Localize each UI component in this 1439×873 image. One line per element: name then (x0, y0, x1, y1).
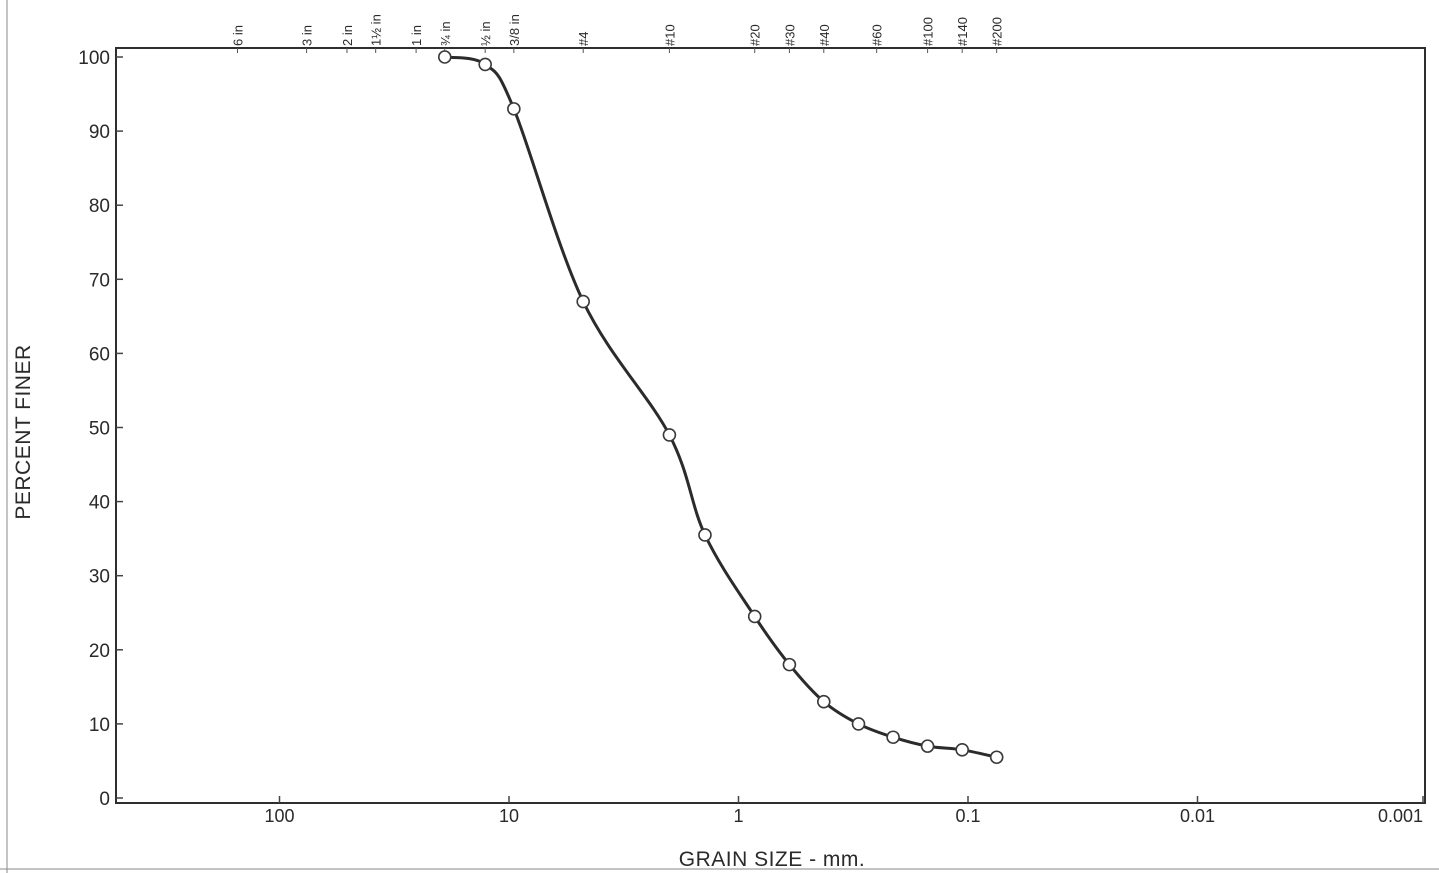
data-point (886, 730, 900, 745)
data-point (478, 57, 492, 72)
sieve-size-labels: 6 in 3 in 2 in 1½ in 1 in ¾ in ½ in 3/8 in #4 #10… (231, 14, 1005, 53)
x-tick-label: 0.001 (1378, 806, 1423, 826)
sieve-label: #60 (870, 24, 885, 46)
sieve-label: #10 (662, 24, 677, 46)
y-tick-label: 10 (89, 715, 110, 736)
x-tick-label: 0.01 (1180, 806, 1215, 826)
sieve-label: 1 in (409, 25, 424, 46)
sieve-label: 2 in (340, 25, 355, 46)
y-tick-label: 70 (89, 270, 110, 291)
sieve-label: #4 (576, 32, 591, 46)
sieve-label: #100 (921, 17, 936, 46)
y-tick-label: 0 (99, 789, 110, 810)
data-point (437, 50, 452, 64)
data-point (782, 657, 797, 672)
x-tick-label: 10 (499, 806, 519, 826)
data-point (955, 743, 969, 757)
x-tick-label: 100 (264, 806, 294, 826)
gradation-curve (443, 55, 999, 759)
sieve-label: 3/8 in (507, 14, 522, 46)
sieve-label: ¾ in (438, 21, 453, 46)
data-point (698, 528, 712, 542)
data-point (851, 717, 866, 731)
x-axis-title: GRAIN SIZE - mm. (679, 848, 866, 871)
sieve-label: #40 (817, 24, 832, 46)
y-axis-ticks: 0 10 20 30 40 50 60 70 80 90 100 (78, 48, 123, 810)
data-point (747, 609, 762, 624)
data-point (989, 750, 1004, 765)
sieve-label: #140 (955, 17, 970, 46)
data-point (920, 739, 935, 753)
sieve-label: 1½ in (369, 14, 384, 46)
y-tick-label: 60 (89, 344, 110, 365)
y-tick-label: 40 (89, 493, 110, 514)
sieve-label: #20 (748, 24, 763, 46)
y-tick-label: 50 (89, 419, 110, 440)
x-tick-label: 0.1 (955, 806, 980, 826)
data-point (576, 294, 590, 309)
y-tick-label: 100 (78, 48, 110, 69)
sieve-label: 3 in (300, 25, 315, 46)
x-tick-label: 1 (733, 806, 743, 826)
sieve-label: ½ in (478, 21, 493, 46)
data-point (507, 102, 521, 116)
data-point (662, 428, 677, 442)
plot-area (115, 47, 1426, 804)
y-axis-title: PERCENT FINER (12, 344, 35, 519)
x-axis-ticks: 100 10 1 0.1 0.01 0.001 (264, 796, 1424, 826)
y-tick-label: 20 (89, 641, 110, 662)
y-tick-label: 90 (89, 122, 110, 143)
y-tick-label: 80 (89, 196, 110, 217)
data-points (437, 50, 1004, 765)
sieve-label: #30 (782, 24, 797, 46)
sieve-label: 6 in (231, 25, 246, 46)
y-tick-label: 30 (89, 567, 110, 588)
sieve-label: #200 (990, 17, 1005, 46)
data-point (816, 694, 831, 709)
